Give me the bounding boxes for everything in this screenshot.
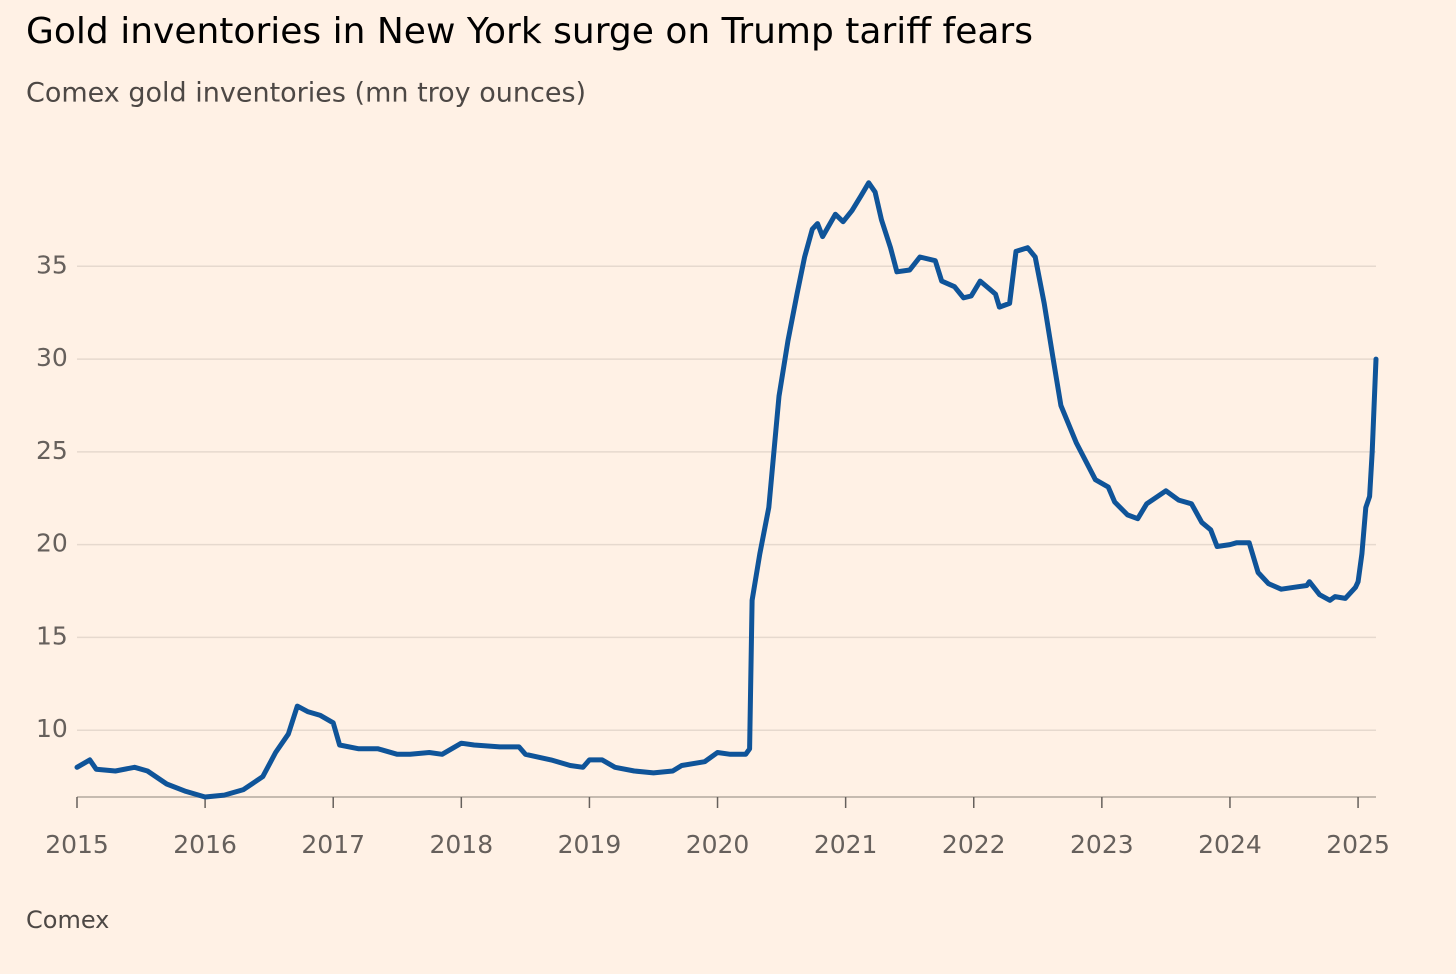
source: Comex: [26, 906, 109, 934]
x-tick-label: 2022: [942, 830, 1006, 859]
x-tick-label: 2021: [814, 830, 878, 859]
y-tick-label: 30: [36, 343, 68, 372]
x-tick-label: 2024: [1198, 830, 1262, 859]
chart-subtitle: Comex gold inventories (mn troy ounces): [26, 78, 586, 109]
x-tick-label: 2018: [430, 830, 494, 859]
x-tick-label: 2017: [301, 830, 365, 859]
x-tick-label: 2016: [173, 830, 237, 859]
y-tick-label: 10: [36, 714, 68, 743]
x-tick-label: 2023: [1070, 830, 1134, 859]
plot: [74, 180, 1379, 800]
x-tick-label: 2019: [558, 830, 622, 859]
x-tick-label: 2025: [1326, 830, 1390, 859]
y-tick-label: 20: [36, 529, 68, 558]
y-tick-label: 35: [36, 250, 68, 279]
y-tick-label: 15: [36, 621, 68, 650]
chart-title: Gold inventories in New York surge on Tr…: [26, 11, 1033, 52]
y-tick-label: 25: [36, 436, 68, 465]
x-tick-label: 2015: [45, 830, 109, 859]
x-tick-label: 2020: [686, 830, 750, 859]
data-line: [74, 180, 1379, 800]
